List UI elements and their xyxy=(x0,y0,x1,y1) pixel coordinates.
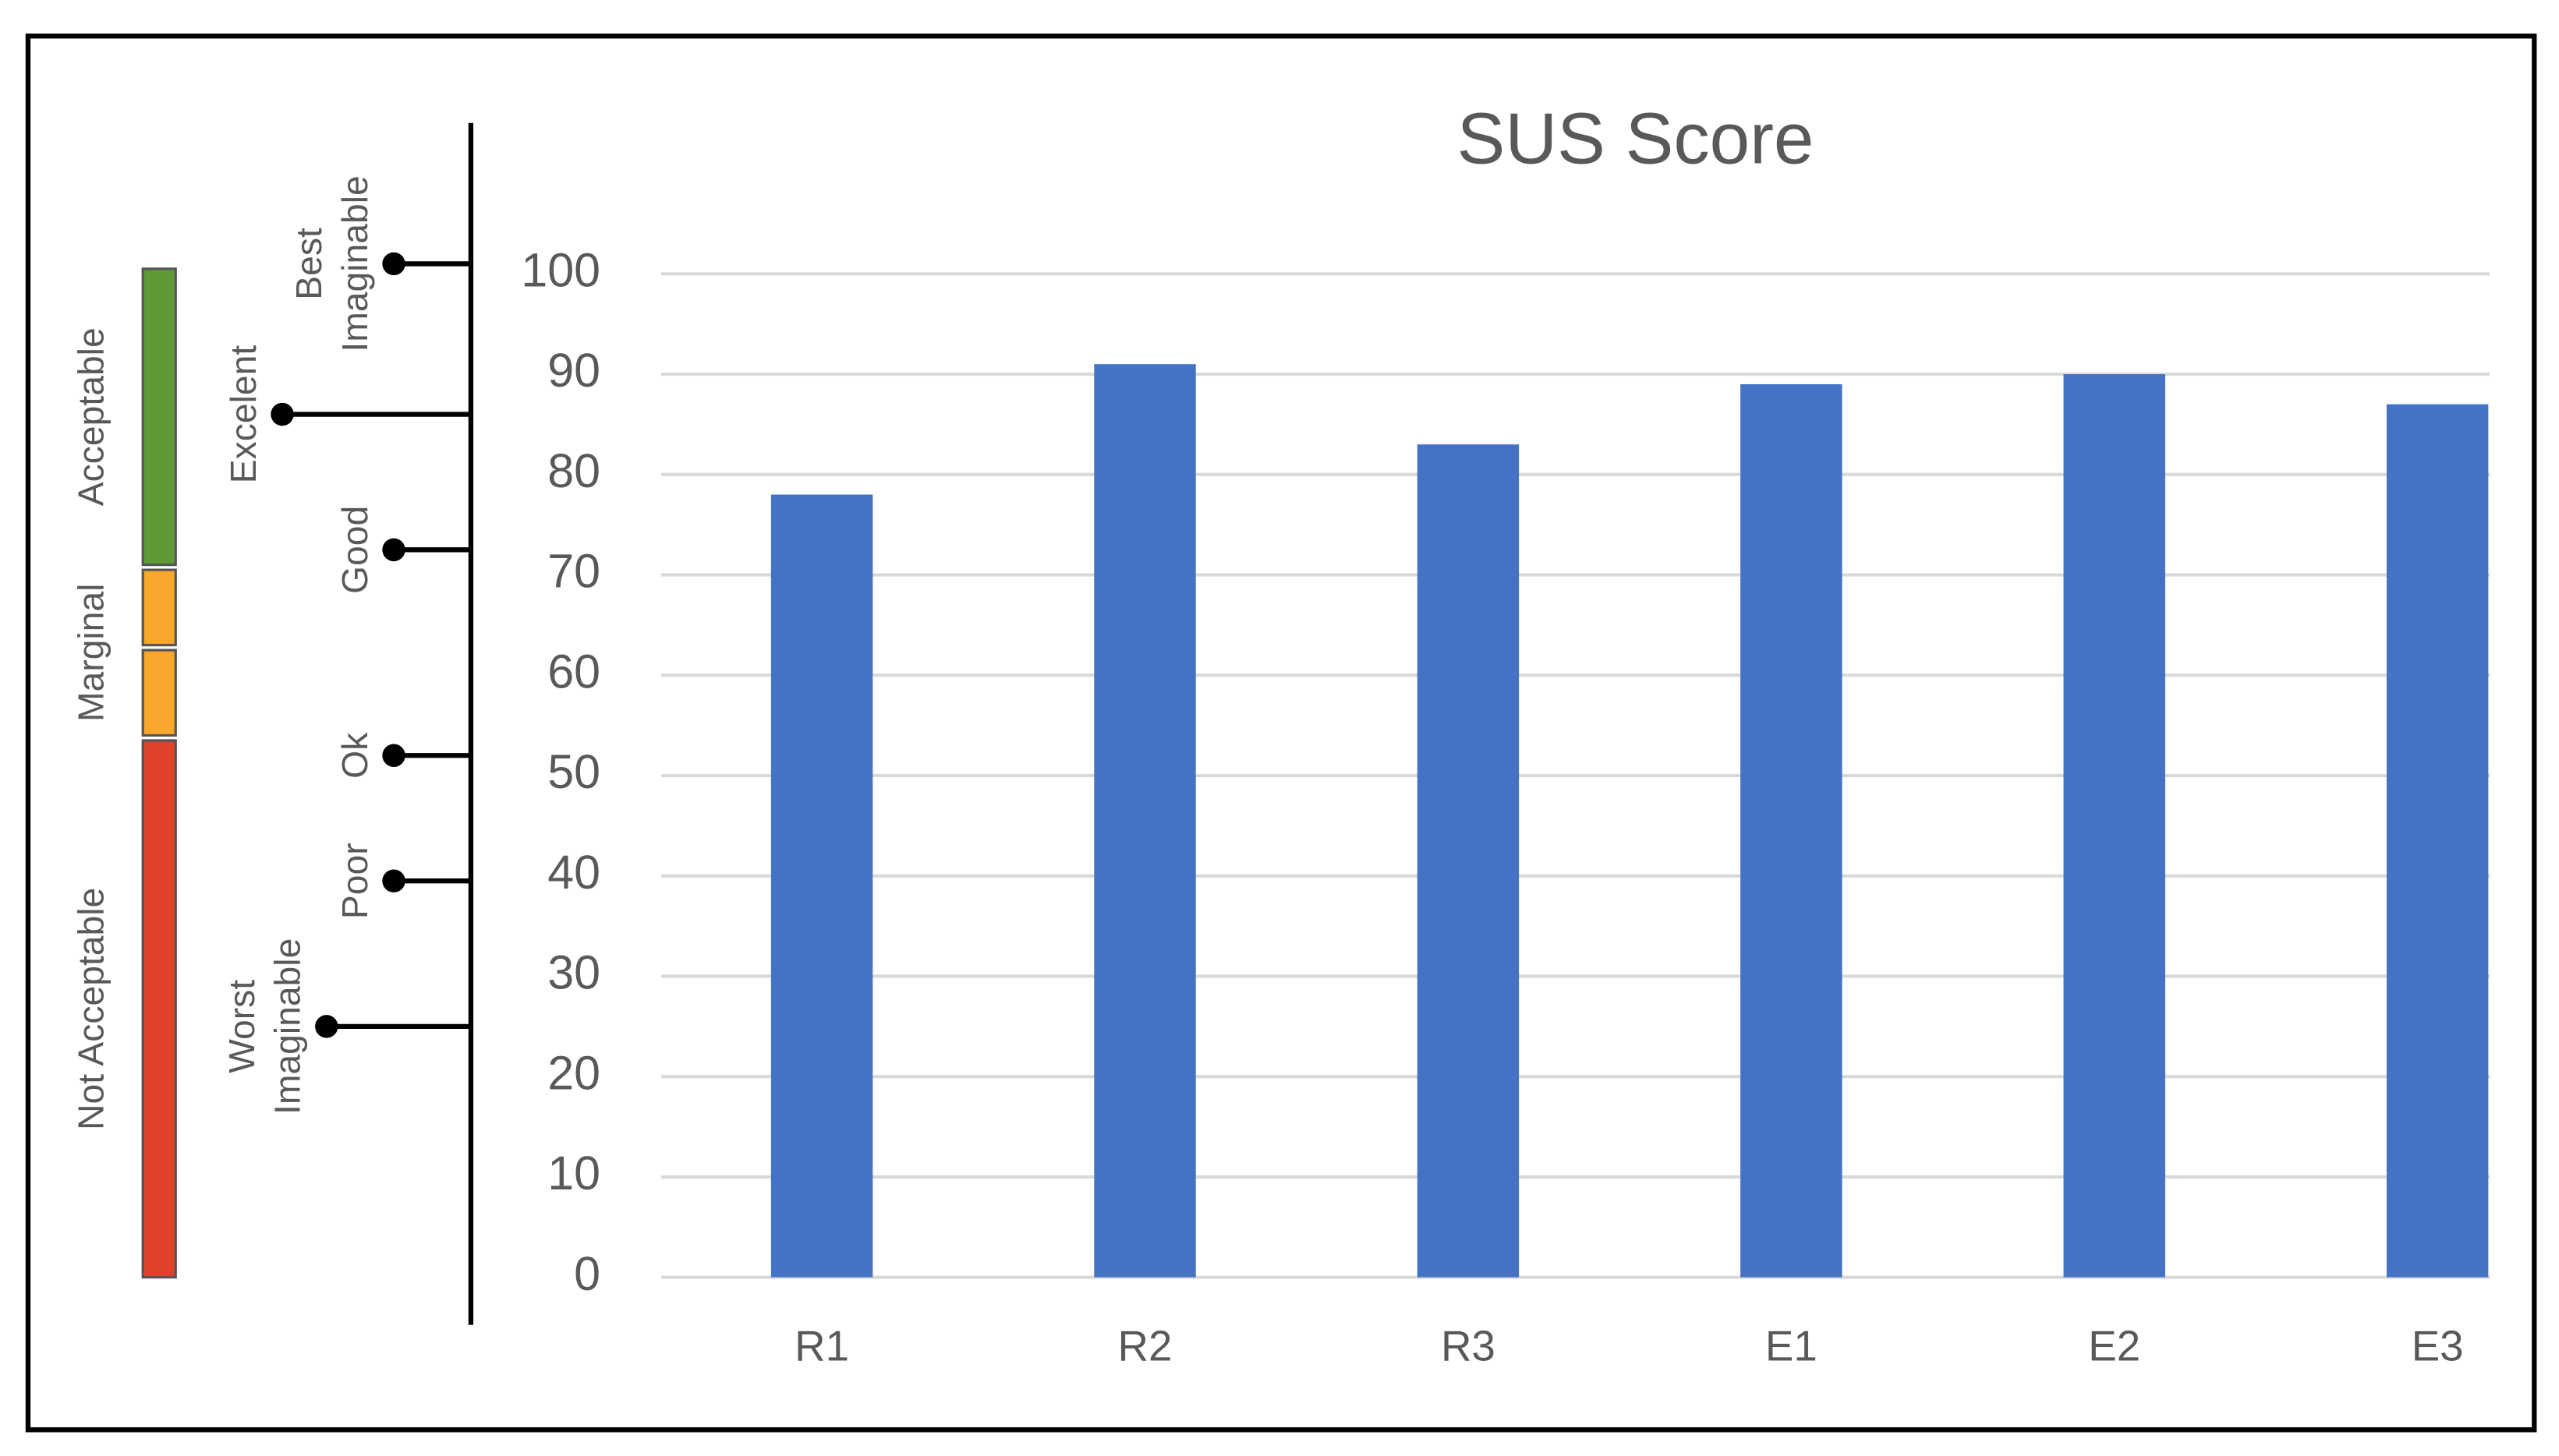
y-tick-label: 60 xyxy=(547,645,600,698)
x-tick-label: E3 xyxy=(2412,1322,2464,1370)
y-tick-label: 80 xyxy=(547,444,600,497)
y-tick-label: 100 xyxy=(521,243,600,296)
acceptability-band xyxy=(141,267,177,567)
y-tick-label: 20 xyxy=(547,1046,600,1099)
adjective-dot xyxy=(315,1015,338,1038)
y-tick-label: 50 xyxy=(547,745,600,798)
adjective-dot xyxy=(382,252,405,276)
acceptability-label: Not Acceptable xyxy=(70,888,111,1130)
bar xyxy=(1740,383,1842,1278)
acceptability-band xyxy=(141,568,177,647)
x-tick-label: E2 xyxy=(2088,1322,2140,1370)
adjective-dot xyxy=(382,869,405,892)
x-tick-label: R1 xyxy=(795,1322,849,1370)
y-tick-label: 90 xyxy=(547,344,600,397)
adjective-label: Good xyxy=(334,506,375,594)
adjective-label: Imaginable xyxy=(267,938,308,1115)
acceptability-label: Marginal xyxy=(70,584,111,722)
acceptability-band xyxy=(141,648,177,737)
adjective-label: Worst xyxy=(221,980,262,1073)
y-tick-label: 30 xyxy=(547,946,600,999)
bar xyxy=(1094,364,1196,1278)
adjective-label: Excelent xyxy=(223,345,264,484)
bar xyxy=(1417,444,1520,1278)
x-tick-label: E1 xyxy=(1765,1322,1817,1370)
y-tick-label: 10 xyxy=(547,1147,600,1200)
x-tick-label: R2 xyxy=(1118,1322,1173,1370)
acceptability-band xyxy=(141,739,177,1279)
bar xyxy=(770,494,873,1278)
y-tick-label: 40 xyxy=(547,846,600,899)
adjective-dot xyxy=(382,538,405,562)
adjective-label: Best xyxy=(288,228,329,300)
bar xyxy=(2386,404,2489,1278)
adjective-label: Imaginable xyxy=(334,175,375,352)
y-tick-label: 70 xyxy=(547,545,600,598)
adjective-label: Ok xyxy=(334,732,375,779)
bar xyxy=(2063,374,2165,1278)
adjective-dot xyxy=(271,402,294,426)
adjective-dot xyxy=(382,744,405,767)
x-tick-label: R3 xyxy=(1441,1322,1495,1370)
adjective-label: Poor xyxy=(334,843,375,919)
chart-title: SUS Score xyxy=(1457,98,1814,179)
y-tick-label: 0 xyxy=(574,1247,600,1300)
acceptability-label: Acceptable xyxy=(70,327,111,506)
